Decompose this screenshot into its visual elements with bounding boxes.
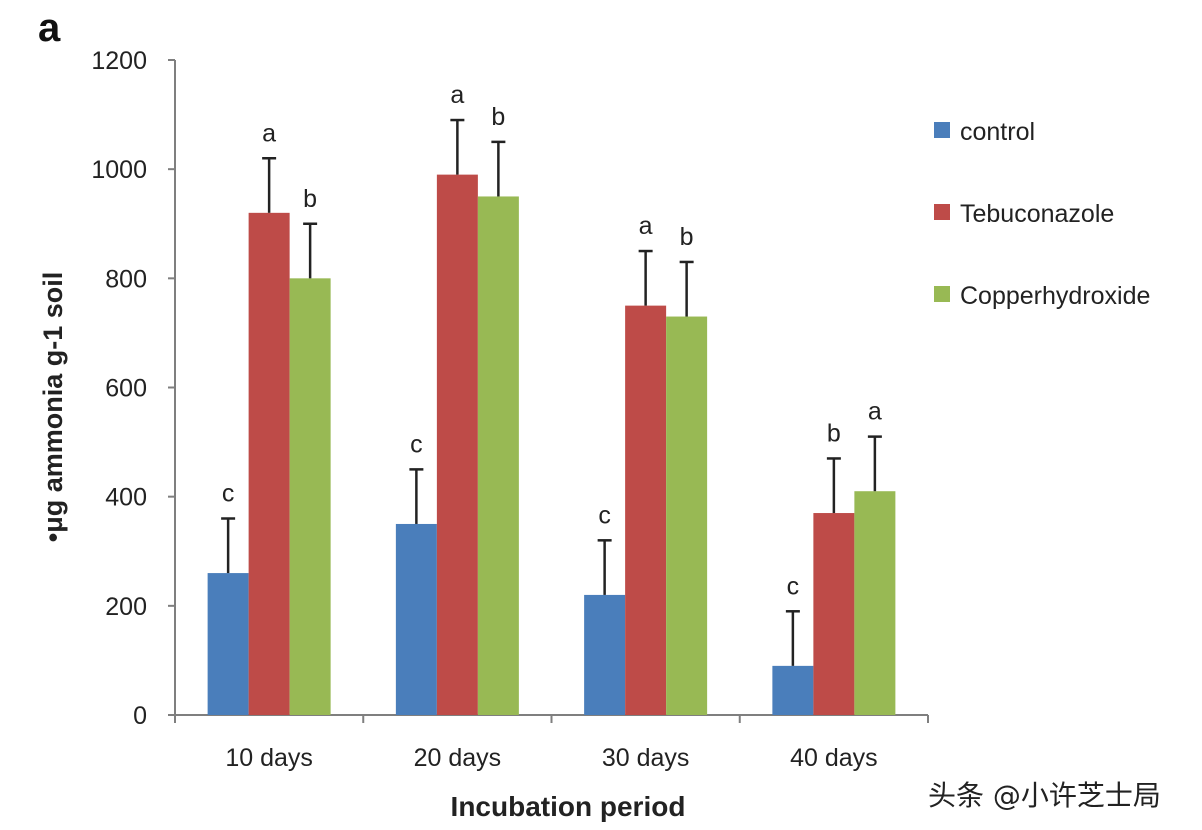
- y-tick-label: 200: [105, 593, 147, 621]
- significance-letter: a: [639, 212, 653, 240]
- legend-label: Tebuconazole: [960, 200, 1114, 228]
- significance-letter: c: [598, 501, 611, 529]
- y-tick-label: 600: [105, 375, 147, 403]
- x-tick-label: 40 days: [790, 744, 878, 772]
- significance-letter: a: [450, 81, 464, 109]
- legend-swatch: [934, 204, 950, 220]
- legend-swatch: [934, 122, 950, 138]
- significance-letter: b: [827, 419, 841, 447]
- y-tick-label: 400: [105, 484, 147, 512]
- bar-tebuconazole: [625, 305, 667, 715]
- legend-label: control: [960, 118, 1035, 146]
- x-axis-ticks: 10 days 20 days 30 days 40 days: [174, 715, 929, 772]
- watermark-text: 头条 @小许芝士局: [928, 779, 1161, 812]
- bar-control: [772, 665, 814, 715]
- legend-label: Copperhydroxide: [960, 282, 1150, 310]
- x-tick-label: 20 days: [414, 744, 502, 772]
- y-tick-label: 800: [105, 265, 147, 293]
- significance-letter: b: [303, 185, 317, 213]
- bar-control: [584, 594, 626, 715]
- y-axis-label: •μg ammonia g-1 soil: [38, 272, 68, 543]
- bar-copperhydroxide: [854, 491, 896, 715]
- y-tick-label: 1200: [91, 47, 147, 75]
- y-tick-label: 1000: [91, 156, 147, 184]
- bar-copperhydroxide: [666, 316, 708, 715]
- bar-tebuconazole: [813, 513, 855, 715]
- bar-tebuconazole: [248, 212, 290, 716]
- y-tick-label: 0: [133, 702, 147, 730]
- panel-letter: a: [38, 6, 61, 50]
- significance-letter: c: [787, 572, 800, 600]
- bar-control: [207, 573, 249, 715]
- significance-letter: b: [680, 223, 694, 251]
- x-tick-label: 10 days: [225, 744, 313, 772]
- x-axis-label: Incubation period: [451, 791, 686, 822]
- y-axis-ticks: 0 200 400 600 800 1000 1200: [91, 47, 175, 730]
- bar-copperhydroxide: [289, 278, 331, 715]
- bar-tebuconazole: [436, 174, 478, 715]
- significance-letter: a: [262, 119, 276, 147]
- x-tick-label: 30 days: [602, 744, 690, 772]
- significance-letter: b: [491, 103, 505, 131]
- significance-letter: c: [222, 480, 235, 508]
- chart-legend: control Tebuconazole Copperhydroxide: [934, 118, 1150, 310]
- bar-control: [395, 523, 437, 715]
- significance-letter: c: [410, 430, 423, 458]
- significance-letter: a: [868, 398, 882, 426]
- legend-swatch: [934, 286, 950, 302]
- bar-copperhydroxide: [477, 196, 519, 716]
